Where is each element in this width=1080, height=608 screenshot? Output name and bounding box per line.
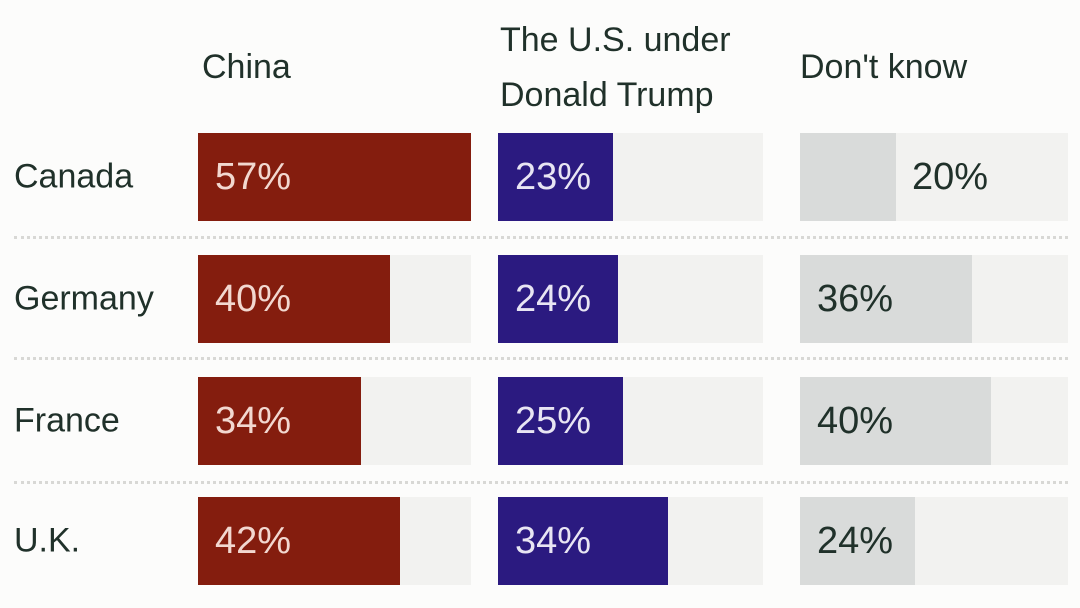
- column-header-dont-know: Don't know: [800, 48, 968, 86]
- row-label-u-k: U.K.: [14, 521, 81, 560]
- bar-track-china-canada: 57%: [198, 133, 471, 221]
- bar-track-china-france: 34%: [198, 377, 471, 465]
- row-separator-3: [14, 481, 1068, 484]
- bar-track-the-u-s-under-donald-trump-germany: 24%: [498, 255, 763, 343]
- bar-track-don-t-know-germany: 36%: [800, 255, 1068, 343]
- the-u-s-under-donald-trump-bar-germany: [498, 255, 618, 343]
- value-label-the-u-s-under-donald-trump-u-k: 34%: [515, 519, 592, 562]
- bar-track-china-germany: 40%: [198, 255, 471, 343]
- the-u-s-under-donald-trump-bar-canada: [498, 133, 613, 221]
- the-u-s-under-donald-trump-bar-u-k: [498, 497, 668, 585]
- bar-track-don-t-know-u-k: 24%: [800, 497, 1068, 585]
- column-header-china: China: [202, 48, 291, 86]
- bar-track-don-t-know-france: 40%: [800, 377, 1068, 465]
- value-label-china-france: 34%: [215, 399, 292, 442]
- value-label-china-germany: 40%: [215, 277, 292, 320]
- table-row-germany: Germany 40% 24% 36%: [0, 255, 1080, 343]
- don-t-know-bar-u-k: [800, 497, 915, 585]
- row-separator-1: [14, 236, 1068, 239]
- don-t-know-bar-canada: [800, 133, 896, 221]
- bar-track-china-u-k: 42%: [198, 497, 471, 585]
- column-header-us-under-trump: The U.S. under Donald Trump: [500, 21, 731, 114]
- value-label-china-canada: 57%: [215, 155, 292, 198]
- value-label-don-t-know-france: 40%: [817, 399, 894, 442]
- value-label-don-t-know-germany: 36%: [817, 277, 894, 320]
- row-label-germany: Germany: [14, 279, 154, 318]
- value-label-the-u-s-under-donald-trump-canada: 23%: [515, 155, 592, 198]
- value-label-the-u-s-under-donald-trump-france: 25%: [515, 399, 592, 442]
- don-t-know-bar-germany: [800, 255, 972, 343]
- table-row-france: France 34% 25% 40%: [0, 377, 1080, 465]
- china-bar-u-k: [198, 497, 400, 585]
- row-label-canada: Canada: [14, 157, 134, 196]
- bar-track-the-u-s-under-donald-trump-france: 25%: [498, 377, 763, 465]
- table-row-canada: Canada 57% 23% 20%: [0, 133, 1080, 221]
- value-label-china-u-k: 42%: [215, 519, 292, 562]
- table-row-u-k: U.K. 42% 34% 24%: [0, 497, 1080, 585]
- value-label-the-u-s-under-donald-trump-germany: 24%: [515, 277, 592, 320]
- bar-track-don-t-know-canada: 20%: [800, 133, 1068, 221]
- don-t-know-bar-france: [800, 377, 991, 465]
- china-bar-germany: [198, 255, 390, 343]
- bar-track-the-u-s-under-donald-trump-u-k: 34%: [498, 497, 763, 585]
- china-bar-canada: [198, 133, 471, 221]
- row-label-france: France: [14, 401, 120, 440]
- bar-track-the-u-s-under-donald-trump-canada: 23%: [498, 133, 763, 221]
- row-separator-2: [14, 357, 1068, 360]
- the-u-s-under-donald-trump-bar-france: [498, 377, 623, 465]
- value-label-don-t-know-canada: 20%: [912, 155, 989, 198]
- china-bar-france: [198, 377, 361, 465]
- value-label-don-t-know-u-k: 24%: [817, 519, 894, 562]
